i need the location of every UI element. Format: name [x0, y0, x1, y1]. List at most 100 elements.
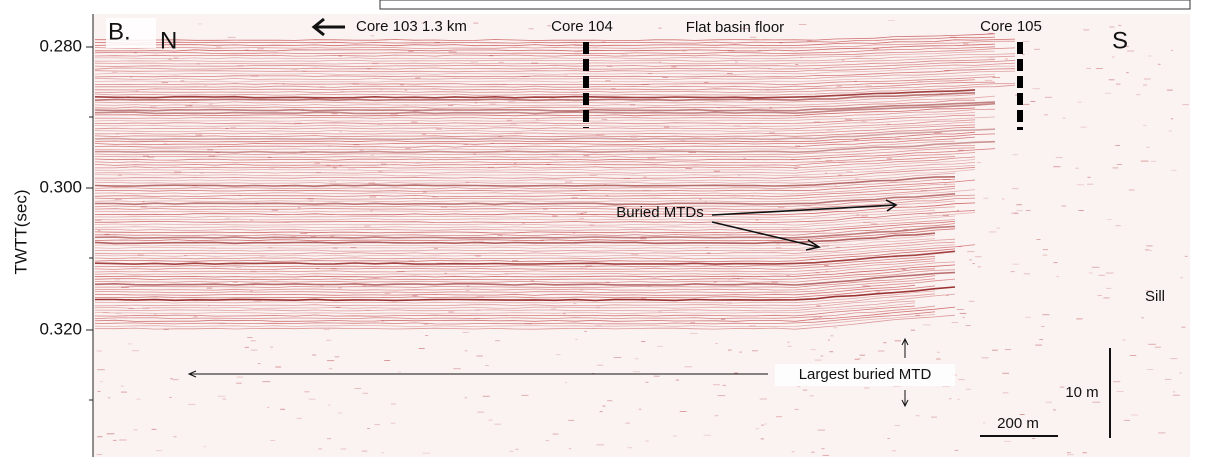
noise	[1083, 29, 1090, 31]
noise	[509, 450, 514, 452]
noise	[988, 231, 997, 233]
noise	[776, 243, 780, 245]
noise	[209, 247, 216, 249]
noise	[817, 429, 825, 431]
reflector	[94, 133, 996, 146]
noise	[642, 176, 647, 178]
reflector	[94, 116, 996, 127]
noise	[206, 287, 213, 289]
noise	[1157, 63, 1161, 65]
noise	[1055, 157, 1063, 159]
noise	[562, 313, 566, 315]
noise	[354, 388, 362, 389]
noise	[826, 129, 834, 131]
noise	[95, 219, 102, 221]
noise	[746, 99, 753, 101]
noise	[641, 341, 646, 342]
noise	[195, 134, 203, 136]
noise	[142, 155, 149, 157]
noise	[713, 384, 720, 386]
noise	[820, 355, 824, 357]
noise	[804, 285, 809, 287]
noise	[230, 126, 236, 128]
noise	[640, 297, 647, 299]
reflector	[94, 232, 936, 245]
noise	[1103, 297, 1110, 299]
noise	[318, 448, 323, 450]
noise	[1143, 124, 1147, 126]
noise	[506, 119, 513, 121]
noise	[634, 358, 639, 360]
noise	[917, 81, 924, 83]
noise	[1004, 58, 1008, 60]
noise	[1135, 94, 1141, 96]
noise	[362, 392, 369, 394]
noise	[362, 285, 366, 287]
noise	[338, 287, 342, 289]
noise	[790, 159, 796, 160]
noise	[97, 369, 105, 371]
noise	[330, 268, 337, 270]
noise	[630, 136, 638, 138]
noise	[535, 119, 539, 121]
noise	[381, 320, 385, 322]
noise	[552, 433, 559, 435]
noise	[130, 76, 133, 78]
noise	[717, 395, 726, 397]
noise	[733, 125, 742, 127]
annotation: Flat basin floor	[686, 19, 784, 36]
noise	[957, 246, 963, 247]
reflector	[94, 215, 956, 229]
noise	[408, 50, 414, 52]
noise	[872, 48, 879, 50]
noise	[1184, 255, 1188, 257]
reflector	[94, 59, 996, 67]
reflector	[94, 200, 956, 213]
noise	[97, 436, 103, 438]
noise	[1067, 454, 1074, 456]
noise	[1076, 318, 1083, 320]
noise	[384, 292, 391, 294]
noise	[871, 223, 878, 225]
noise	[1168, 130, 1172, 132]
noise	[1097, 295, 1102, 296]
noise	[552, 215, 558, 217]
reflector	[94, 164, 976, 177]
noise	[726, 234, 732, 236]
noise	[714, 415, 719, 417]
noise	[173, 436, 177, 438]
noise	[679, 411, 687, 412]
noise	[795, 64, 799, 66]
noise	[564, 74, 569, 76]
noise	[827, 339, 830, 341]
noise	[722, 384, 726, 386]
noise	[521, 76, 530, 77]
noise	[114, 199, 122, 200]
noise	[579, 267, 588, 269]
noise	[421, 22, 424, 24]
noise	[863, 221, 872, 223]
noise	[887, 438, 890, 439]
noise	[448, 311, 454, 313]
noise	[332, 167, 337, 169]
reflector	[94, 156, 956, 166]
noise	[323, 329, 330, 331]
noise	[575, 338, 578, 340]
noise	[704, 201, 707, 203]
noise	[310, 236, 317, 238]
noise	[1023, 273, 1031, 275]
reflector	[94, 38, 1016, 47]
noise	[495, 340, 500, 342]
noise	[988, 32, 994, 34]
noise	[610, 88, 616, 89]
reflector	[94, 148, 996, 161]
noise	[760, 438, 764, 440]
noise	[142, 307, 150, 309]
reflector	[94, 314, 956, 330]
noise	[1019, 414, 1025, 415]
reflector	[94, 228, 956, 242]
tick-label: 0.300	[39, 177, 82, 196]
noise	[976, 162, 981, 164]
noise	[1059, 386, 1065, 388]
